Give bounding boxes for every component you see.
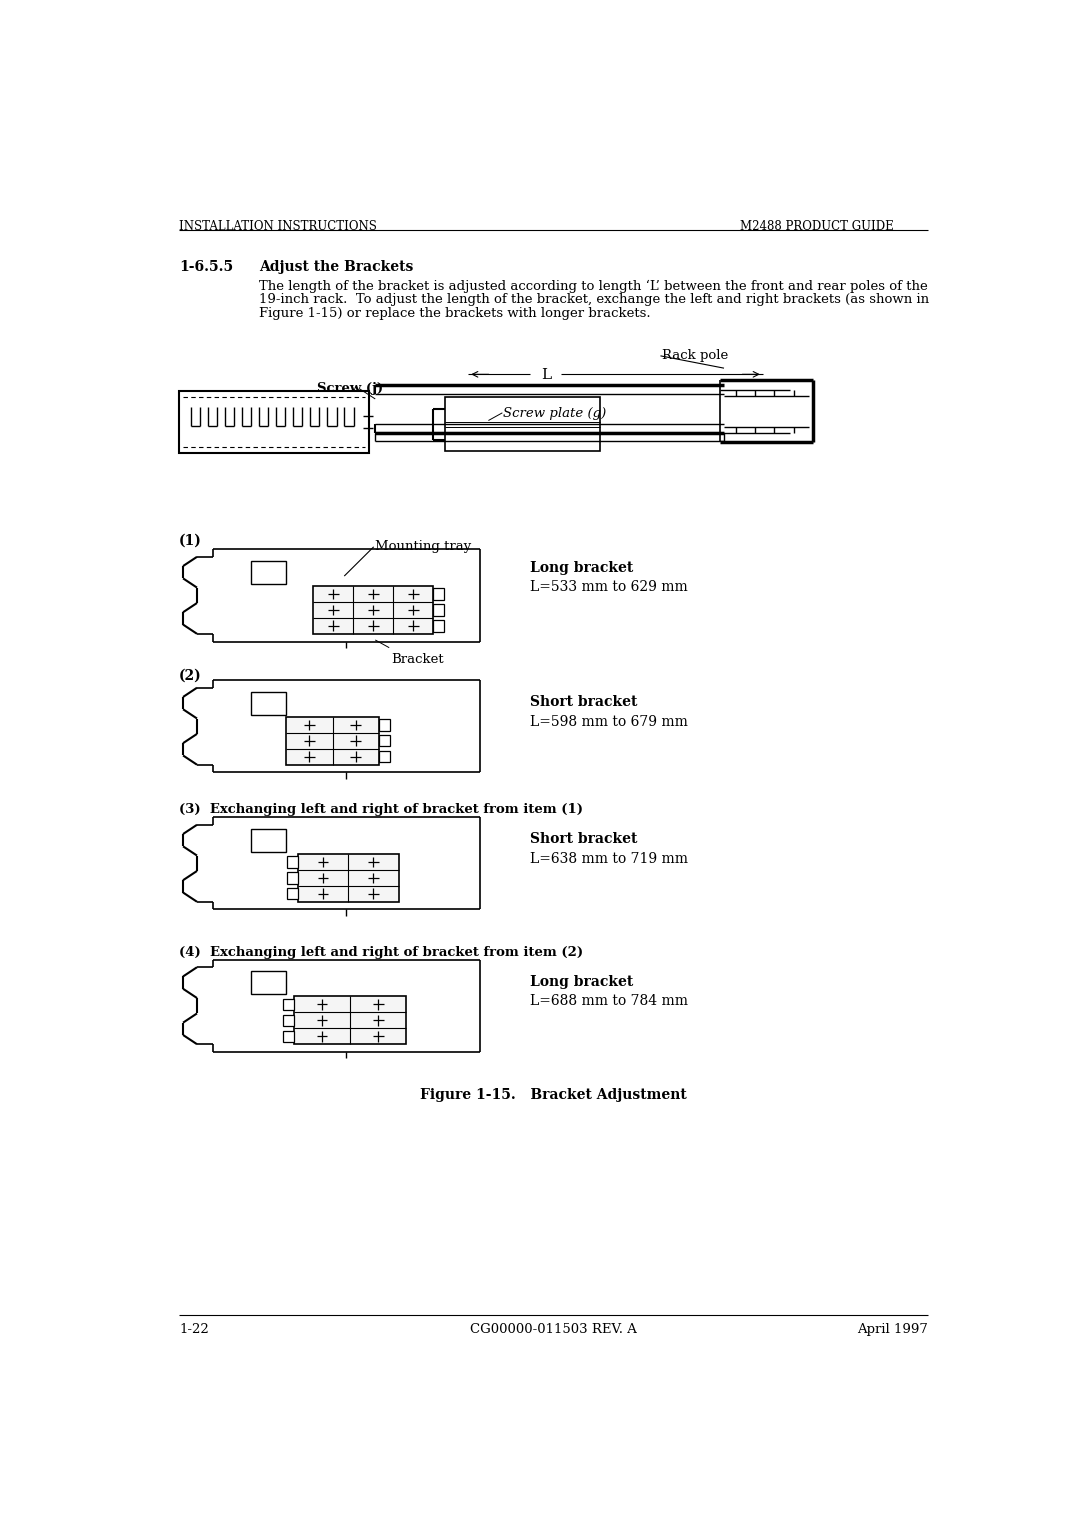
Bar (294, 996, 406, 1044)
Bar (379, 735, 390, 747)
Text: (1): (1) (179, 533, 202, 547)
Text: Figure 1-15) or replace the brackets with longer brackets.: Figure 1-15) or replace the brackets wit… (259, 307, 650, 321)
Text: The length of the bracket is adjusted according to length ‘L’ between the front : The length of the bracket is adjusted ac… (259, 280, 928, 293)
Text: Screw plate (g): Screw plate (g) (503, 406, 606, 420)
Text: L=598 mm to 679 mm: L=598 mm to 679 mm (530, 715, 688, 729)
Text: L=533 mm to 629 mm: L=533 mm to 629 mm (530, 581, 688, 594)
Bar (283, 999, 294, 1010)
Bar (287, 888, 298, 900)
Text: M2488 PRODUCT GUIDE: M2488 PRODUCT GUIDE (740, 220, 893, 234)
Bar (287, 856, 298, 868)
Bar (286, 717, 379, 764)
Text: Long bracket: Long bracket (530, 975, 634, 989)
Bar (433, 604, 444, 616)
Bar (433, 620, 444, 631)
Bar (433, 588, 444, 599)
Bar (252, 692, 286, 715)
Bar (379, 752, 390, 762)
Text: L=638 mm to 719 mm: L=638 mm to 719 mm (530, 851, 688, 866)
Text: L: L (541, 368, 551, 382)
Bar (445, 397, 600, 451)
Text: (2): (2) (179, 668, 202, 683)
Text: L=688 mm to 784 mm: L=688 mm to 784 mm (530, 995, 688, 1008)
Text: CG00000-011503 REV. A: CG00000-011503 REV. A (470, 1323, 637, 1335)
Bar (287, 872, 298, 883)
Bar (298, 854, 399, 902)
Text: 19-inch rack.  To adjust the length of the bracket, exchange the left and right : 19-inch rack. To adjust the length of th… (259, 293, 929, 307)
Bar (252, 972, 286, 995)
Text: Long bracket: Long bracket (530, 561, 634, 575)
Text: Figure 1-15.   Bracket Adjustment: Figure 1-15. Bracket Adjustment (420, 1088, 687, 1102)
Bar (379, 720, 390, 730)
Text: Short bracket: Short bracket (530, 833, 637, 847)
Text: INSTALLATION INSTRUCTIONS: INSTALLATION INSTRUCTIONS (179, 220, 377, 234)
Text: 1-6.5.5: 1-6.5.5 (179, 260, 233, 275)
Bar (283, 1030, 294, 1042)
Text: Screw (j): Screw (j) (318, 382, 383, 396)
Text: Adjust the Brackets: Adjust the Brackets (259, 260, 414, 275)
Text: Rack pole: Rack pole (662, 348, 728, 362)
Text: (4)  Exchanging left and right of bracket from item (2): (4) Exchanging left and right of bracket… (179, 946, 583, 958)
Text: (3)  Exchanging left and right of bracket from item (1): (3) Exchanging left and right of bracket… (179, 804, 583, 816)
Bar (283, 1015, 294, 1025)
Bar (179, 391, 369, 452)
Text: April 1997: April 1997 (856, 1323, 928, 1335)
Text: 1-22: 1-22 (179, 1323, 208, 1335)
Text: Short bracket: Short bracket (530, 695, 637, 709)
Bar (252, 561, 286, 584)
Bar (313, 587, 433, 634)
Bar (252, 828, 286, 851)
Text: Mounting tray: Mounting tray (375, 539, 472, 553)
Text: Bracket: Bracket (391, 652, 444, 666)
